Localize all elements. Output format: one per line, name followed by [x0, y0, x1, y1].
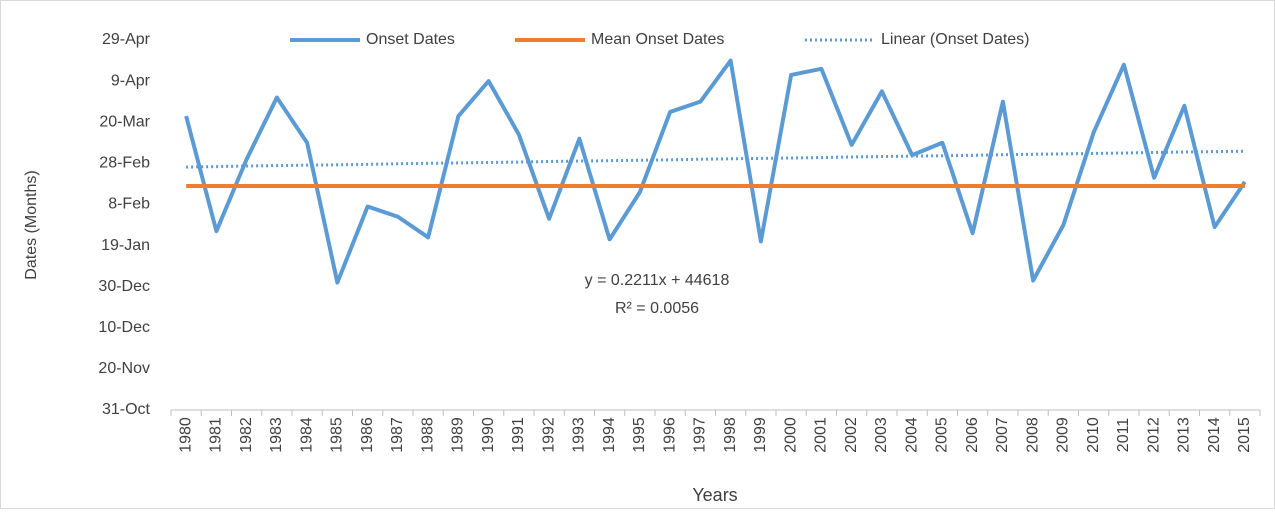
y-tick-label: 20-Nov: [98, 360, 150, 377]
x-tick-label: 2007: [994, 417, 1011, 453]
x-tick-label: 2008: [1024, 417, 1041, 453]
y-tick-label: 9-Apr: [111, 72, 151, 89]
y-tick-label: 19-Jan: [101, 237, 150, 254]
x-tick-label: 2015: [1236, 417, 1253, 453]
x-tick-label: 2001: [813, 417, 830, 453]
x-tick-label: 1986: [359, 417, 376, 453]
y-axis-title: Dates (Months): [23, 170, 40, 279]
y-tick-label: 30-Dec: [98, 278, 150, 295]
series-line: [184, 58, 1247, 285]
x-tick-label: 1993: [571, 417, 588, 453]
x-axis-title: Years: [692, 485, 737, 505]
x-tick-label: 1995: [631, 417, 648, 453]
annotation: R² = 0.0056: [615, 300, 699, 317]
x-tick-label: 1982: [238, 417, 255, 453]
x-tick-label: 2012: [1145, 417, 1162, 453]
annotation: y = 0.2211x + 44618: [585, 272, 730, 289]
x-tick-label: 2003: [873, 417, 890, 453]
y-tick-label: 20-Mar: [99, 113, 150, 130]
x-tick-label: 2002: [843, 417, 860, 453]
y-tick-label: 29-Apr: [102, 31, 151, 48]
x-tick-label: 1985: [329, 417, 346, 453]
x-tick-label: 2006: [964, 417, 981, 453]
x-tick-label: 2005: [934, 417, 951, 453]
x-tick-label: 2004: [903, 417, 920, 453]
x-tick-label: 1997: [692, 417, 709, 453]
x-tick-label: 2009: [1055, 417, 1072, 453]
y-tick-label: 31-Oct: [102, 401, 151, 418]
x-tick-label: 1984: [298, 417, 315, 453]
x-tick-label: 1980: [177, 417, 194, 453]
y-tick-label: 28-Feb: [99, 155, 150, 172]
x-tick-label: 1999: [752, 417, 769, 453]
legend-label: Linear (Onset Dates): [881, 31, 1030, 48]
x-tick-label: 1996: [661, 417, 678, 453]
x-tick-label: 2013: [1176, 417, 1193, 453]
x-tick-label: 1990: [480, 417, 497, 453]
legend-label: Mean Onset Dates: [591, 31, 724, 48]
x-tick-label: 1994: [601, 417, 618, 453]
x-tick-label: 2014: [1206, 417, 1223, 453]
x-tick-label: 1983: [268, 417, 285, 453]
x-tick-label: 1992: [540, 417, 557, 453]
x-tick-label: 2011: [1115, 418, 1132, 453]
y-tick-label: 8-Feb: [108, 196, 150, 213]
series-line: [186, 149, 1245, 169]
x-tick-label: 1998: [722, 417, 739, 453]
y-tick-label: 10-Dec: [98, 319, 150, 336]
x-tick-label: 1981: [208, 417, 225, 453]
x-tick-label: 1989: [450, 417, 467, 453]
legend-label: Onset Dates: [366, 31, 455, 48]
x-tick-label: 1987: [389, 417, 406, 453]
x-tick-label: 2000: [782, 417, 799, 453]
x-tick-label: 1988: [419, 417, 436, 453]
x-tick-label: 2010: [1085, 417, 1102, 453]
x-tick-label: 1991: [510, 417, 527, 453]
